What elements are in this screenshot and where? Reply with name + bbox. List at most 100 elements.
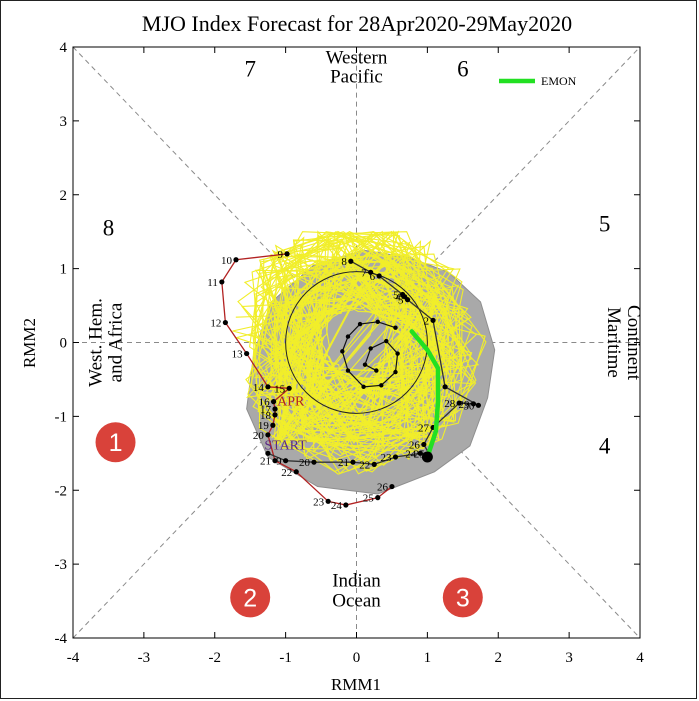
region-label-right: Continent [623, 305, 644, 381]
forecast-point-5 [392, 454, 399, 460]
badge-label: 2 [243, 584, 257, 612]
observed-point-7 [270, 399, 277, 405]
observed-point-8 [272, 406, 278, 412]
forecast-day-label: 30 [463, 400, 475, 412]
observed-point-10 [270, 422, 276, 428]
spiral-point-2 [357, 321, 363, 327]
observed-day-label: 21 [260, 456, 271, 468]
observed-point-4 [244, 350, 250, 357]
forecast-point-0 [265, 450, 271, 456]
forecast-day-label: 25 [414, 448, 426, 460]
y-axis-label: RMM2 [20, 318, 39, 368]
forecast-point-13 [442, 384, 448, 390]
badge-circle [230, 577, 271, 618]
spiral-point-3 [345, 334, 351, 339]
region-label-left: and Africa [105, 302, 126, 382]
forecast-point-20 [348, 258, 354, 264]
spiral-point-1 [375, 319, 380, 325]
forecast-point-1 [283, 458, 289, 464]
forecast-day-label: 20 [299, 457, 311, 469]
forecast-point-12 [475, 402, 482, 408]
x-tick-label: -4 [67, 650, 80, 666]
region-label-bottom: Ocean [332, 590, 381, 611]
x-tick-label: 4 [636, 650, 644, 666]
observed-day-label: 20 [253, 430, 265, 442]
phase-number: 6 [457, 57, 469, 82]
y-tick-label: 3 [60, 114, 68, 130]
forecast-point-18 [376, 273, 382, 279]
forecast-day-label: 26 [409, 439, 421, 451]
x-tick-label: 1 [424, 650, 432, 666]
observed-point-15 [343, 502, 349, 508]
observed-day-label: 15 [274, 383, 286, 395]
observed-point-11 [265, 432, 271, 438]
region-label-top: Western [326, 47, 388, 68]
forecast-day-label: 6 [370, 271, 376, 283]
badge-circle [95, 422, 136, 463]
forecast-day-label: 24 [405, 448, 417, 460]
spiral-point-13 [374, 368, 379, 373]
observed-point-12 [272, 458, 278, 464]
spiral-point-11 [368, 346, 373, 351]
observed-day-label: 17 [260, 404, 272, 416]
region-label-top: Pacific [330, 66, 383, 87]
forecast-day-label: 21 [338, 457, 349, 469]
y-tick-label: -2 [55, 483, 68, 499]
x-tick-label: 0 [353, 650, 361, 666]
spiral-line [341, 321, 399, 388]
spiral-point-5 [345, 368, 351, 373]
region-badges: 12 3 [95, 422, 483, 618]
unit-circle [285, 271, 428, 414]
x-tick-label: -1 [279, 650, 292, 666]
inner-forecast-spiral [340, 319, 400, 390]
legend: EMON [499, 74, 577, 88]
y-tick-label: 0 [60, 336, 68, 352]
member-track-15 [260, 238, 461, 473]
region-label-right: Maritime [603, 307, 624, 378]
member-track-18 [235, 232, 459, 453]
forecast-day-label: 27 [418, 422, 430, 434]
badge-circle [442, 577, 483, 618]
phase-numbers: 7 68 54 [103, 57, 611, 459]
observed-point-14 [325, 498, 331, 504]
x-tick-label: 3 [565, 650, 573, 666]
observed-day-label: 18 [260, 410, 272, 422]
observed-day-label: 13 [232, 349, 244, 361]
observed-day-label: 24 [331, 500, 343, 512]
phase-number: 8 [103, 215, 115, 240]
observed-point-1 [233, 257, 239, 263]
observed-point-2 [219, 279, 225, 285]
member-track-20 [257, 230, 477, 458]
forecast-day-label: 22 [359, 459, 370, 471]
forecast-point-2 [311, 459, 317, 465]
observed-point-13 [293, 469, 299, 475]
spiral-point-10 [384, 338, 389, 344]
observed-day-label: 11 [207, 277, 218, 289]
forecast-point-3 [350, 459, 356, 465]
marker-apr: APR [277, 394, 305, 409]
observed-point-3 [222, 319, 228, 326]
phase-number: 4 [599, 433, 611, 458]
ensemble-mean-track [409, 329, 441, 463]
legend-label-emon: EMON [541, 74, 577, 88]
observed-point-5 [265, 384, 271, 390]
observed-day-label: 9 [278, 249, 284, 261]
observed-day-label: 19 [258, 420, 270, 432]
forecast-point-11 [470, 401, 477, 407]
forecast-point-8 [421, 441, 427, 448]
x-tick-label: -3 [138, 650, 151, 666]
forecast-day-label: 29 [458, 399, 470, 411]
unit-circle-ring [285, 271, 428, 414]
member-track-19 [249, 231, 480, 467]
x-axis-label: RMM1 [331, 675, 381, 694]
y-tick-label: -4 [55, 631, 68, 647]
observed-day-label: 23 [313, 496, 325, 508]
observed-day-label: 12 [210, 318, 221, 330]
spiral-point-12 [362, 362, 368, 367]
spiral-point-4 [340, 349, 345, 354]
forecast-day-label: 5 [393, 289, 399, 301]
